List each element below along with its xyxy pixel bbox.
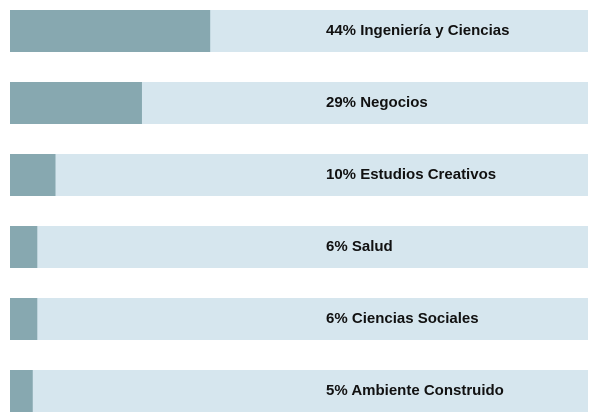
category-label: Estudios Creativos [360, 166, 496, 183]
value-label: 29% [326, 94, 356, 111]
bar-label: 44% Ingeniería y Ciencias [326, 22, 509, 39]
bar [10, 298, 38, 340]
bar [10, 370, 33, 412]
value-label: 6% [326, 238, 348, 255]
value-label: 5% [326, 382, 348, 399]
value-label: 10% [326, 166, 356, 183]
category-label: Ciencias Sociales [352, 310, 479, 327]
value-label: 6% [326, 310, 348, 327]
category-label: Ingeniería y Ciencias [360, 22, 509, 39]
bar-label: 5% Ambiente Construido [326, 382, 504, 399]
bar [10, 82, 142, 124]
bar-track [10, 370, 588, 412]
bar [10, 10, 211, 52]
category-label: Salud [352, 238, 393, 255]
bar-track [10, 154, 588, 196]
bar-track [10, 226, 588, 268]
value-label: 44% [326, 22, 356, 39]
bar-track [10, 298, 588, 340]
bar-label: 10% Estudios Creativos [326, 166, 496, 183]
bar [10, 226, 38, 268]
bar-label: 29% Negocios [326, 94, 428, 111]
category-label: Negocios [360, 94, 428, 111]
category-label: Ambiente Construido [351, 382, 504, 399]
bar-label: 6% Salud [326, 238, 393, 255]
bar-label: 6% Ciencias Sociales [326, 310, 479, 327]
bar [10, 154, 56, 196]
